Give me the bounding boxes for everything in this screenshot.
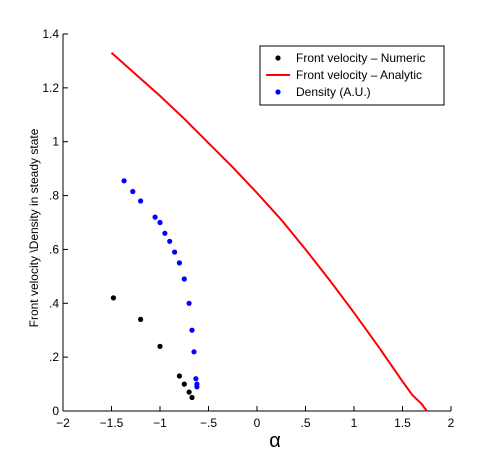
x-tick-label: −1 <box>153 416 167 430</box>
y-tick-label: .4 <box>49 296 59 310</box>
y-tick-label: .8 <box>49 189 59 203</box>
data-point <box>191 349 197 355</box>
data-point <box>181 276 187 282</box>
legend-box <box>259 45 445 106</box>
x-tick-label: −1.5 <box>100 416 124 430</box>
data-point <box>189 394 195 401</box>
x-tick-label: 1 <box>351 416 358 430</box>
data-point <box>152 214 158 220</box>
legend-item: Front velocity – Numeric <box>275 51 425 65</box>
y-axis-label: Front velocity \Density in steady state <box>27 128 41 327</box>
axes: −2 −1.5 −1 −.5 0 .5 1 1.5 2 0 .2 .4 .6 .8 1 1.2 1.4 <box>42 27 454 430</box>
legend-swatch-marker <box>275 55 281 61</box>
y-tick-label: 0 <box>52 404 59 418</box>
data-point <box>157 219 163 226</box>
data-point <box>162 230 168 236</box>
y-tick-label: .2 <box>49 350 59 364</box>
data-point <box>110 295 116 301</box>
data-point <box>138 198 144 204</box>
series-2 <box>121 178 200 390</box>
y-tick-label: 1 <box>52 135 59 149</box>
legend-label: Front velocity – Numeric <box>296 51 425 65</box>
data-point <box>121 178 127 184</box>
x-tick-label: 0 <box>254 416 261 430</box>
y-tick-label: .6 <box>49 242 59 256</box>
legend-label: Front velocity – Analytic <box>296 68 422 82</box>
data-point <box>176 373 182 379</box>
data-point <box>186 389 192 395</box>
legend-item: Density (A.U.) <box>275 85 371 99</box>
legend-swatch-marker <box>275 89 281 95</box>
data-point <box>157 343 163 349</box>
y-tick-label: 1.2 <box>42 81 59 95</box>
legend: Front velocity – Numeric Front velocity –… <box>259 45 445 106</box>
series-0 <box>110 295 195 401</box>
x-tick-label: 2 <box>448 416 455 430</box>
data-point <box>130 188 136 195</box>
series-1 <box>110 52 428 412</box>
y-tick-label: 1.4 <box>42 27 59 41</box>
x-tick-label: 1.5 <box>394 416 411 430</box>
x-tick-label: .5 <box>300 416 310 430</box>
data-series <box>110 52 428 412</box>
legend-item: Front velocity – Analytic <box>266 68 422 82</box>
data-point <box>189 327 195 333</box>
x-tick-label: −.5 <box>200 416 217 430</box>
data-point <box>193 376 199 382</box>
x-axis-label: α <box>269 430 281 452</box>
data-point <box>167 238 173 244</box>
data-point <box>176 260 182 266</box>
series-line <box>110 52 428 412</box>
x-tick-label: −2 <box>56 416 70 430</box>
data-point <box>138 316 144 322</box>
data-point <box>186 300 192 306</box>
data-point <box>181 381 187 387</box>
legend-label: Density (A.U.) <box>296 85 371 99</box>
data-point <box>172 249 178 255</box>
data-point <box>194 384 200 390</box>
